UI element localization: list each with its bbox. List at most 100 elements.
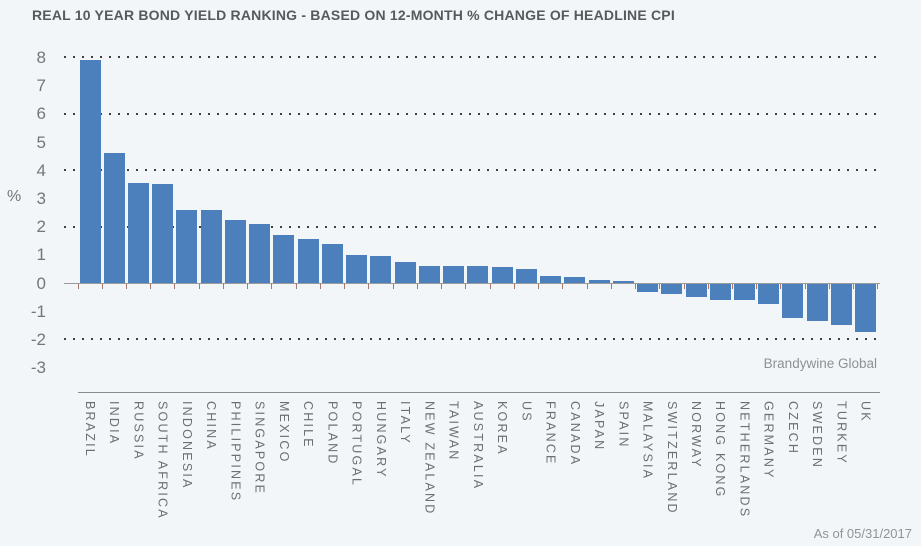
bar-brazil xyxy=(79,60,101,283)
y-tick-label-0: 0 xyxy=(36,273,46,293)
x-label-switzerland: SWITZERLAND xyxy=(664,401,679,515)
y-tick-label-3: 3 xyxy=(36,188,46,208)
bar-italy xyxy=(394,261,416,283)
x-label-japan: JAPAN xyxy=(592,401,607,452)
plot-area xyxy=(64,50,880,393)
x-label-indonesia: INDONESIA xyxy=(179,401,194,490)
bar-france xyxy=(540,275,562,283)
bar-switzerland xyxy=(661,284,683,294)
x-axis-tick xyxy=(441,284,443,289)
x-label-russia: RUSSIA xyxy=(131,401,146,461)
gridline-8 xyxy=(64,56,880,59)
bar-philippines xyxy=(224,219,246,283)
x-label-australia: AUSTRALIA xyxy=(470,401,485,491)
x-label-germany: GERMANY xyxy=(761,401,776,480)
x-label-sweden: SWEDEN xyxy=(810,401,825,470)
x-axis-tick xyxy=(659,284,661,289)
x-label-brazil: BRAZIL xyxy=(83,401,97,458)
y-tick-label--1: -1 xyxy=(30,301,46,321)
bar-malaysia xyxy=(637,284,659,293)
x-label-chile: CHILE xyxy=(301,401,316,449)
bar-poland xyxy=(321,243,343,283)
x-axis-tick xyxy=(150,284,152,289)
bar-turkey xyxy=(830,284,852,325)
bar-india xyxy=(103,153,125,283)
x-axis-tick xyxy=(610,284,612,289)
bar-china xyxy=(200,209,222,283)
bar-netherlands xyxy=(733,284,755,300)
x-label-canada: CANADA xyxy=(567,401,582,467)
x-label-mexico: MEXICO xyxy=(276,401,291,464)
x-axis-tick xyxy=(392,284,394,289)
x-label-turkey: TURKEY xyxy=(834,401,849,465)
x-label-hong-kong: HONG KONG xyxy=(713,401,728,499)
x-axis-tick xyxy=(731,284,733,289)
bar-chile xyxy=(297,239,319,283)
x-label-korea: KOREA xyxy=(495,401,510,456)
x-axis-tick xyxy=(562,284,564,289)
x-axis-tick xyxy=(489,284,491,289)
x-label-uk: UK xyxy=(858,401,873,423)
x-label-spain: SPAIN xyxy=(616,401,631,449)
y-tick-label-7: 7 xyxy=(36,76,46,96)
x-axis-tick xyxy=(586,284,588,289)
bar-indonesia xyxy=(176,209,198,283)
bar-russia xyxy=(127,182,149,283)
x-axis-zero-line xyxy=(64,283,880,284)
bar-us xyxy=(515,268,537,283)
x-axis-tick xyxy=(247,284,249,289)
bar-norway xyxy=(685,284,707,297)
x-axis-tick xyxy=(368,284,370,289)
x-axis-tick xyxy=(271,284,273,289)
bar-germany xyxy=(758,284,780,304)
x-label-czech: CZECH xyxy=(785,401,800,456)
x-axis-tick xyxy=(683,284,685,289)
bar-australia xyxy=(467,266,489,283)
x-label-italy: ITALY xyxy=(398,401,413,445)
x-axis-tick xyxy=(707,284,709,289)
y-tick-label-8: 8 xyxy=(36,47,46,67)
bar-canada xyxy=(564,277,586,283)
x-label-philippines: PHILIPPINES xyxy=(228,401,243,503)
x-axis-tick xyxy=(828,284,830,289)
x-label-south-africa: SOUTH AFRICA xyxy=(155,401,170,520)
bar-taiwan xyxy=(443,266,465,283)
x-axis-tick xyxy=(222,284,224,289)
bar-spain xyxy=(612,281,634,283)
x-label-singapore: SINGAPORE xyxy=(252,401,267,496)
chart-title: REAL 10 YEAR BOND YIELD RANKING - BASED … xyxy=(32,7,675,23)
x-axis-tick xyxy=(756,284,758,289)
bar-south-africa xyxy=(152,184,174,283)
bar-korea xyxy=(491,267,513,283)
x-axis-tick xyxy=(538,284,540,289)
bar-portugal xyxy=(346,254,368,283)
x-label-us: US xyxy=(519,401,534,423)
gridline-6 xyxy=(64,112,880,115)
bar-hong-kong xyxy=(709,284,731,300)
x-axis-tick xyxy=(465,284,467,289)
bar-singapore xyxy=(249,223,271,283)
x-label-netherlands: NETHERLANDS xyxy=(737,401,752,519)
y-tick-label-2: 2 xyxy=(36,217,46,237)
x-axis-tick xyxy=(295,284,297,289)
x-label-portugal: PORTUGAL xyxy=(349,401,364,488)
x-label-china: CHINA xyxy=(204,401,219,451)
x-label-taiwan: TAIWAN xyxy=(446,401,461,462)
y-tick-label--3: -3 xyxy=(30,358,46,378)
y-tick-label-1: 1 xyxy=(36,245,46,265)
x-axis-tick xyxy=(174,284,176,289)
bar-hungary xyxy=(370,256,392,283)
x-label-hungary: HUNGARY xyxy=(373,401,388,479)
x-axis-tick xyxy=(319,284,321,289)
x-axis-tick xyxy=(198,284,200,289)
x-axis-tick xyxy=(804,284,806,289)
x-label-france: FRANCE xyxy=(543,401,558,466)
x-label-india: INDIA xyxy=(107,401,122,446)
y-tick-label--2: -2 xyxy=(30,329,46,349)
gridline--2 xyxy=(64,338,880,341)
y-tick-label-5: 5 xyxy=(36,132,46,152)
bar-new-zealand xyxy=(418,266,440,283)
watermark-text: Brandywine Global xyxy=(763,356,877,371)
x-axis-tick xyxy=(101,284,103,289)
